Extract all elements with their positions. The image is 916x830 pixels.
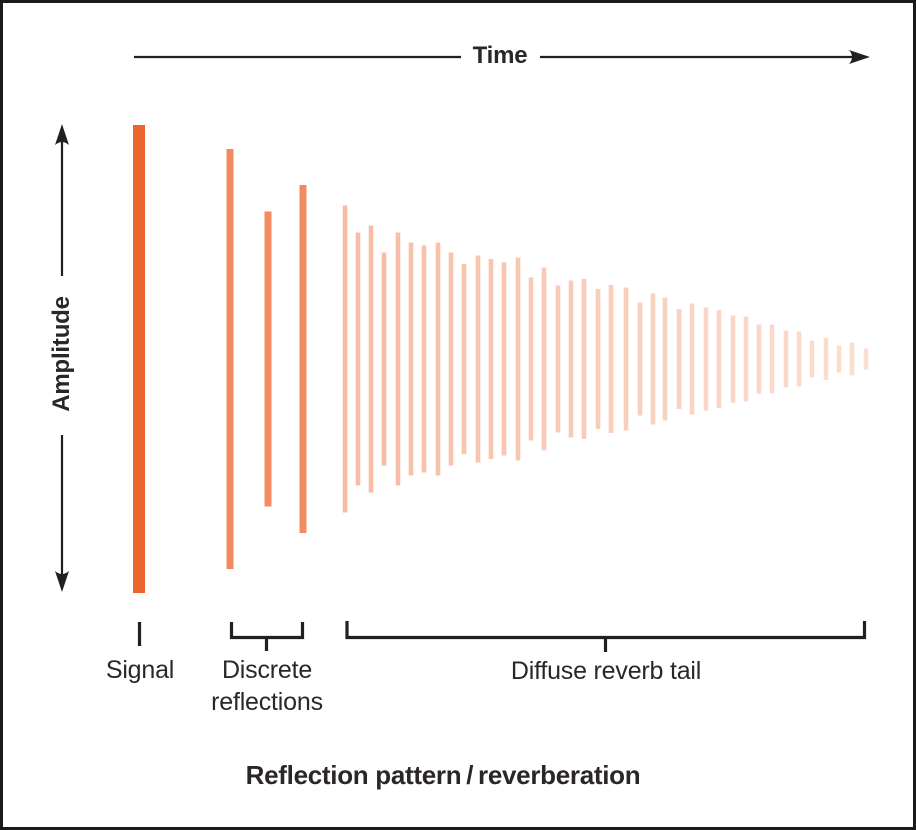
tail-bar bbox=[355, 232, 361, 486]
tail-bar bbox=[368, 225, 374, 493]
discrete-reflections-label: Discrete reflections bbox=[211, 656, 323, 716]
diagram-title: Reflection pattern / reverberation bbox=[245, 760, 641, 790]
tail-bar bbox=[421, 245, 427, 473]
tail-bar bbox=[475, 255, 481, 463]
tail-bar bbox=[488, 259, 494, 459]
tail-bar bbox=[448, 252, 454, 466]
tail-bar bbox=[435, 242, 441, 476]
tail-bar bbox=[769, 324, 775, 394]
time-axis-arrow bbox=[134, 50, 870, 64]
tail-bar bbox=[342, 205, 348, 513]
tail-bar bbox=[650, 293, 656, 425]
tail-bar bbox=[408, 242, 414, 476]
tail-bar bbox=[623, 287, 629, 431]
time-arrowhead-icon bbox=[849, 50, 870, 64]
tail-bar bbox=[555, 285, 561, 433]
impulse-response-bars bbox=[133, 125, 869, 593]
tail-bar bbox=[595, 289, 601, 429]
tail-bar bbox=[783, 330, 789, 388]
tail-bar bbox=[716, 310, 722, 408]
tail-bar bbox=[608, 285, 614, 433]
tail-bar bbox=[662, 297, 668, 421]
tail-bar bbox=[528, 277, 534, 441]
tail-bar bbox=[730, 315, 736, 403]
tail-bar bbox=[809, 340, 815, 378]
signal-bar bbox=[133, 125, 145, 593]
tail-bar bbox=[743, 316, 749, 402]
discrete-reflections-bracket bbox=[229, 622, 305, 651]
tail-bar bbox=[796, 331, 802, 387]
amplitude-axis-label: Amplitude bbox=[48, 296, 75, 412]
tail-bar bbox=[849, 342, 855, 376]
tail-bar bbox=[381, 252, 387, 466]
tail-bar bbox=[515, 257, 521, 461]
diagram-canvas bbox=[55, 50, 870, 652]
tail-bar bbox=[541, 267, 547, 451]
diffuse-tail-bracket bbox=[345, 621, 867, 652]
tail-bar bbox=[703, 307, 709, 411]
amplitude-axis-arrow bbox=[55, 124, 69, 592]
tail-bar bbox=[501, 262, 507, 456]
diffuse-tail-label: Diffuse reverb tail bbox=[510, 657, 702, 685]
tail-bar bbox=[637, 302, 643, 416]
tail-bar bbox=[676, 309, 682, 409]
tail-bar bbox=[581, 279, 587, 439]
discrete-reflection-bar bbox=[264, 211, 272, 507]
discrete-reflection-bar bbox=[299, 185, 307, 533]
tail-bar bbox=[756, 324, 762, 394]
signal-label: Signal bbox=[105, 656, 175, 684]
discrete-reflection-bar bbox=[226, 149, 234, 569]
time-axis-label: Time bbox=[472, 42, 528, 69]
tail-bar bbox=[568, 280, 574, 438]
tail-bar bbox=[823, 338, 829, 380]
tail-bar bbox=[836, 345, 842, 373]
tail-bar bbox=[863, 348, 869, 370]
amplitude-down-arrowhead-icon bbox=[55, 571, 69, 592]
amplitude-up-arrowhead-icon bbox=[55, 124, 69, 145]
tail-bar bbox=[689, 303, 695, 415]
tail-bar bbox=[461, 264, 467, 454]
tail-bar bbox=[395, 232, 401, 486]
